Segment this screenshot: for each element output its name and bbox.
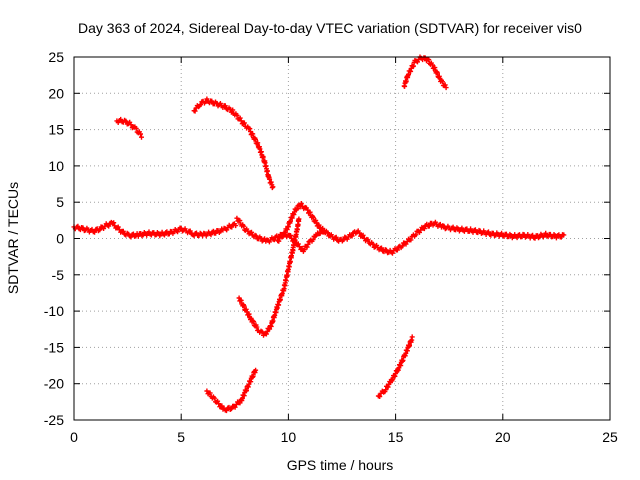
- x-tick-label: 10: [281, 429, 297, 445]
- series-marks: [71, 219, 239, 240]
- x-tick-label: 20: [495, 429, 511, 445]
- series: [236, 216, 302, 338]
- series-marks: [114, 116, 144, 140]
- y-tick-label: 5: [56, 194, 64, 210]
- x-tick-label: 0: [70, 429, 78, 445]
- series-marks: [204, 367, 259, 414]
- y-tick-label: -10: [44, 303, 64, 319]
- x-axis-label: GPS time / hours: [287, 457, 394, 473]
- y-tick-label: 15: [48, 122, 64, 138]
- series: [401, 54, 449, 91]
- x-axis: 0 5 10 15 20 25: [70, 57, 618, 445]
- x-tick-label: 25: [602, 429, 618, 445]
- series-points: [71, 54, 567, 414]
- series: [114, 116, 144, 140]
- x-tick-label: 15: [388, 429, 404, 445]
- series-marks: [234, 215, 567, 256]
- series-marks: [191, 96, 276, 191]
- y-axis-label: SDTVAR / TECUs: [5, 182, 21, 294]
- y-tick-label: -15: [44, 339, 64, 355]
- series: [71, 219, 239, 240]
- y-tick-label: 10: [48, 158, 64, 174]
- series: [375, 334, 415, 399]
- grid-lines: [74, 57, 610, 420]
- y-tick-label: 25: [48, 49, 64, 65]
- chart-title: Day 363 of 2024, Sidereal Day-to-day VTE…: [78, 20, 582, 36]
- y-tick-label: -25: [44, 412, 64, 428]
- y-tick-label: 20: [48, 85, 64, 101]
- series: [191, 96, 276, 191]
- series: [275, 201, 329, 244]
- series: [234, 215, 567, 256]
- y-tick-label: 0: [56, 231, 64, 247]
- y-axis: -25 -20 -15 -10 -5 0 5 10 15 20 25: [44, 49, 610, 428]
- series-marks: [275, 201, 329, 244]
- series-marks: [236, 216, 302, 338]
- series-marks: [375, 334, 415, 399]
- y-tick-label: -5: [52, 267, 65, 283]
- series-marks: [401, 54, 449, 91]
- x-tick-label: 5: [177, 429, 185, 445]
- y-tick-label: -20: [44, 376, 64, 392]
- series: [204, 367, 259, 414]
